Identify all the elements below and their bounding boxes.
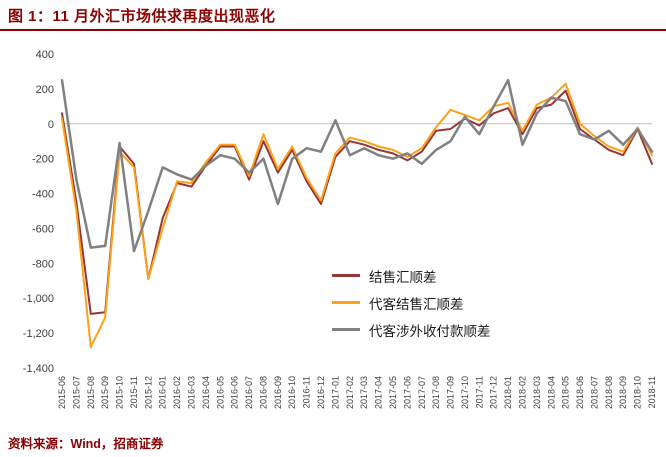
x-axis-tick-label: 2016-10 [287, 376, 297, 409]
x-axis-tick-label: 2015-07 [71, 376, 81, 409]
legend-label: 代客结售汇顺差 [369, 296, 464, 312]
x-axis-tick-label: 2016-12 [316, 376, 326, 409]
x-axis-tick-label: 2017-12 [489, 376, 499, 409]
x-axis-tick-label: 2017-08 [431, 376, 441, 409]
legend-label: 代客涉外收付款顺差 [369, 323, 491, 339]
x-axis-tick-label: 2018-05 [561, 376, 571, 409]
x-axis-tick-label: 2018-11 [647, 376, 657, 408]
figure-title: 图 1：11 月外汇市场供求再度出现恶化 [8, 8, 276, 25]
x-axis-tick-label: 2017-11 [474, 376, 484, 408]
x-axis-tick-label: 2016-01 [158, 376, 168, 409]
y-axis-tick-label: -600 [32, 223, 54, 235]
y-axis-tick-label: -800 [32, 258, 54, 270]
series-line-1 [61, 82, 653, 349]
x-axis-tick-label: 2016-02 [172, 376, 182, 409]
legend-item: 结售汇顺差 [332, 262, 491, 289]
y-axis-tick-label: -200 [32, 154, 54, 166]
x-axis-tick-label: 2017-03 [359, 376, 369, 409]
chart-area: 400 200 0 -200 -400 -600 -800 -1,000 -1,200 -1,40… [0, 36, 666, 436]
legend-swatch [332, 274, 360, 277]
x-axis-tick-label: 2015-08 [86, 376, 96, 409]
x-axis-tick-label: 2017-02 [345, 376, 355, 409]
series-line-0 [61, 89, 653, 315]
x-axis-tick-label: 2017-01 [330, 376, 340, 409]
x-axis-tick-label: 2018-02 [517, 376, 527, 409]
y-axis-tick-label: -400 [32, 189, 54, 201]
x-axis-tick-label: 2016-03 [187, 376, 197, 409]
x-axis-tick-label: 2018-08 [604, 376, 614, 409]
x-axis-tick-label: 2015-11 [129, 376, 139, 408]
x-axis-tick-label: 2018-03 [532, 376, 542, 409]
chart-legend: 结售汇顺差 代客结售汇顺差 代客涉外收付款顺差 [332, 262, 491, 343]
x-axis-tick-label: 2016-05 [215, 376, 225, 409]
legend-item: 代客结售汇顺差 [332, 289, 491, 316]
x-axis-tick-label: 2015-10 [115, 376, 125, 409]
x-axis-tick-label: 2016-11 [302, 376, 312, 408]
x-axis-tick-label: 2016-04 [201, 376, 211, 409]
x-axis-tick-label: 2017-04 [374, 376, 384, 409]
legend-item: 代客涉外收付款顺差 [332, 316, 491, 343]
y-axis-tick-label: -1,200 [23, 328, 54, 340]
y-axis-tick-label: -1,000 [23, 293, 54, 305]
legend-label: 结售汇顺差 [369, 269, 437, 285]
y-axis-tick-label: 200 [36, 84, 54, 96]
x-axis-tick-label: 2016-08 [258, 376, 268, 409]
x-axis-tick-label: 2018-06 [575, 376, 585, 409]
x-axis-tick-label: 2017-10 [460, 376, 470, 409]
title-underline [0, 29, 666, 31]
x-axis-tick-label: 2016-06 [230, 376, 240, 409]
x-axis-tick-label: 2017-09 [446, 376, 456, 409]
x-axis-tick-label: 2018-01 [503, 376, 513, 409]
x-axis-tick-label: 2015-09 [100, 376, 110, 409]
x-axis-tick-label: 2018-09 [618, 376, 628, 409]
series-line-2 [60, 78, 654, 253]
source-note: 资料来源：Wind，招商证券 [8, 437, 164, 451]
x-axis-tick-label: 2018-04 [546, 376, 556, 409]
x-axis-tick-label: 2015-12 [143, 376, 153, 409]
x-axis-tick-label: 2018-07 [589, 376, 599, 409]
line-chart: 400 200 0 -200 -400 -600 -800 -1,000 -1,200 -1,40… [23, 49, 657, 409]
x-axis-tick-label: 2016-07 [244, 376, 254, 409]
legend-swatch [332, 328, 360, 331]
y-axis-tick-label: 400 [36, 49, 54, 61]
x-axis-tick-label: 2017-07 [417, 376, 427, 409]
x-axis-tick-label: 2017-05 [388, 376, 398, 409]
x-axis-tick-label: 2017-06 [402, 376, 412, 409]
y-axis-tick-label: 0 [48, 119, 54, 131]
x-axis-tick-label: 2016-09 [273, 376, 283, 409]
y-axis-tick-label: -1,400 [23, 363, 54, 375]
x-axis-tick-label: 2015-06 [57, 376, 67, 409]
x-axis-tick-label: 2018-10 [633, 376, 643, 409]
legend-swatch [332, 301, 360, 304]
